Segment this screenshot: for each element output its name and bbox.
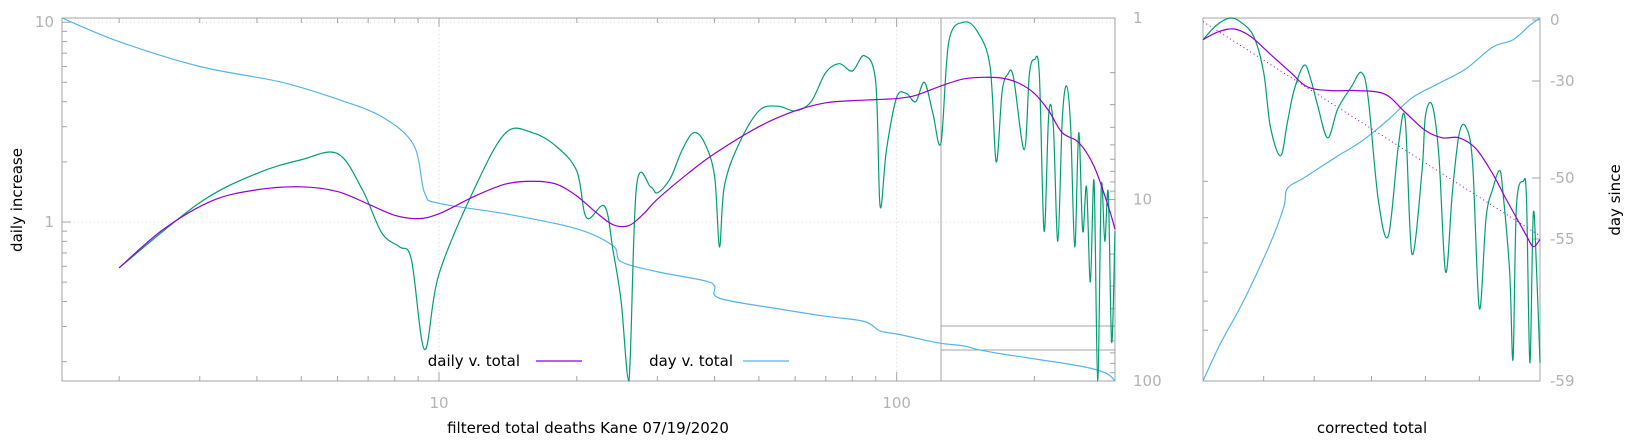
left-gridlines xyxy=(62,18,1115,381)
right-y2-tick-label: -55 xyxy=(1550,230,1575,248)
right-y2-tick-label: 0 xyxy=(1550,11,1560,29)
right-y2-tick-label: -50 xyxy=(1550,169,1575,187)
raw-series-line xyxy=(118,21,1116,382)
right-y2-axis-label: day since xyxy=(1606,164,1624,235)
right-fit-dotted-line xyxy=(1202,21,1541,237)
left-x-axis-label: filtered total deaths Kane 07/19/2020 xyxy=(447,419,729,437)
y-tick-label: 10 xyxy=(35,13,54,31)
daily-series-line xyxy=(118,76,1116,269)
right-series-group xyxy=(1202,17,1541,382)
right-y2-tick-label: -59 xyxy=(1550,372,1575,390)
left-axis-ticks: 10 100 1 10 1 10 100 xyxy=(35,9,1162,412)
day-series-line xyxy=(61,17,1116,382)
right-y2-tick-label: -30 xyxy=(1550,72,1575,90)
y2-tick-label: 100 xyxy=(1133,372,1162,390)
x-tick-label: 10 xyxy=(429,394,448,412)
legend-label-day: day v. total xyxy=(649,352,733,370)
left-plot-frame xyxy=(61,17,1116,382)
right-axis-ticks: 0 -30 -50 -55 -59 xyxy=(1203,11,1575,390)
right-daily-series-line xyxy=(1202,28,1541,248)
left-y-axis-label: daily increase xyxy=(8,148,26,252)
right-x-axis-label: corrected total xyxy=(1317,419,1427,437)
left-panel: 10 100 1 10 1 10 100 daily v. total day v. tota… xyxy=(8,9,1162,437)
left-series-group xyxy=(61,17,1116,382)
legend-label-daily: daily v. total xyxy=(428,352,520,370)
x-tick-label: 100 xyxy=(882,394,911,412)
y2-tick-label: 10 xyxy=(1133,191,1152,209)
right-raw-series-line xyxy=(1202,17,1541,364)
right-day-series-line xyxy=(1202,17,1541,382)
y-tick-label: 1 xyxy=(44,213,54,231)
y2-tick-label: 1 xyxy=(1133,9,1143,27)
left-inset-box xyxy=(940,18,1115,381)
legend: daily v. total day v. total xyxy=(428,352,789,370)
right-panel: 0 -30 -50 -55 -59 corrected total day since xyxy=(1202,11,1624,437)
